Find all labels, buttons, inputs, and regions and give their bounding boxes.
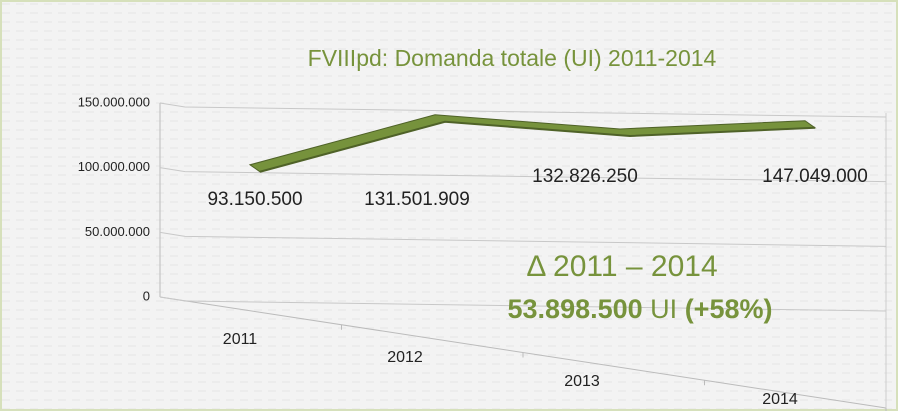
annotation-title: Δ 2011 – 2014 <box>526 250 717 283</box>
x-tick-label: 2011 <box>223 331 258 348</box>
y-tick-label: 50.000.000 <box>85 224 150 239</box>
annotation: Δ 2011 – 2014 53.898.500 UI (+58%) <box>508 250 773 324</box>
x-tick-label: 2014 <box>762 391 798 408</box>
y-tick-label: 100.000.000 <box>78 159 150 174</box>
x-tick-label: 2013 <box>564 373 600 390</box>
chart-title: FVIIIpd: Domanda totale (UI) 2011-2014 <box>308 45 717 71</box>
annotation-value: 53.898.500 UI (+58%) <box>508 294 773 324</box>
y-tick-label: 0 <box>143 288 150 303</box>
data-label: 131.501.909 <box>364 189 470 210</box>
x-tick-label: 2012 <box>387 349 423 366</box>
line-series <box>259 120 816 173</box>
y-tick-label: 150.000.000 <box>78 94 150 109</box>
data-label: 147.049.000 <box>762 166 868 187</box>
grid-line <box>159 296 887 312</box>
grid-line <box>159 231 887 247</box>
delta: 53.898.500 <box>508 294 643 324</box>
grid-line <box>159 102 887 118</box>
grid-line <box>159 167 887 183</box>
unit: UI <box>650 294 677 324</box>
percent: (+58%) <box>685 294 773 324</box>
data-label: 93.150.500 <box>207 189 302 210</box>
data-label: 132.826.250 <box>532 166 638 187</box>
